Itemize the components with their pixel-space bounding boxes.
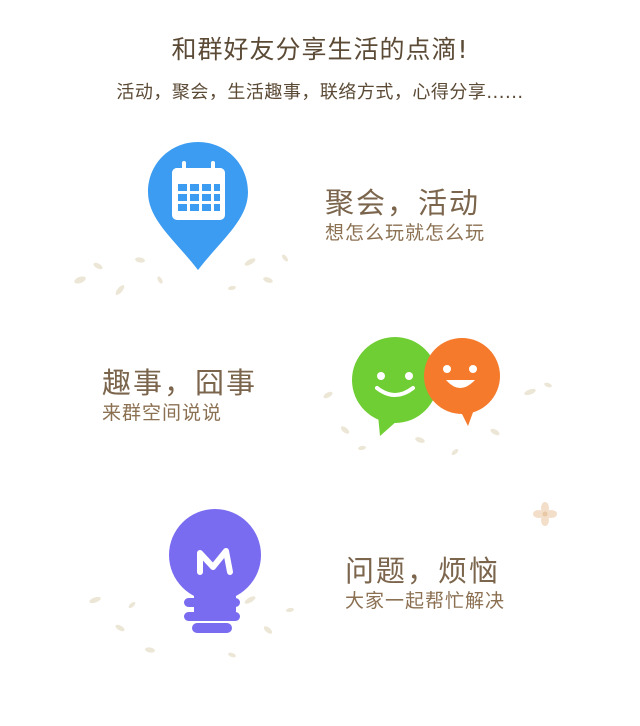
feature-3-title: 问题，烦恼 <box>345 554 501 588</box>
flower-icon <box>533 502 557 526</box>
feature-1-title: 聚会，活动 <box>325 186 481 220</box>
lightbulb-icon <box>169 509 261 633</box>
feature-2-desc: 来群空间说说 <box>102 402 223 424</box>
calendar-pin-icon <box>148 142 248 270</box>
feature-2-title: 趣事，囧事 <box>102 366 258 400</box>
page-title: 和群好友分享生活的点滴! <box>171 35 469 64</box>
smiley-chat-bubbles-icon <box>352 337 500 436</box>
decorative-petals <box>74 254 552 658</box>
page-subtitle: 活动，聚会，生活趣事，联络方式，心得分享...... <box>116 82 524 103</box>
feature-3-desc: 大家一起帮忙解决 <box>345 590 506 612</box>
feature-1-desc: 想怎么玩就怎么玩 <box>325 222 486 244</box>
